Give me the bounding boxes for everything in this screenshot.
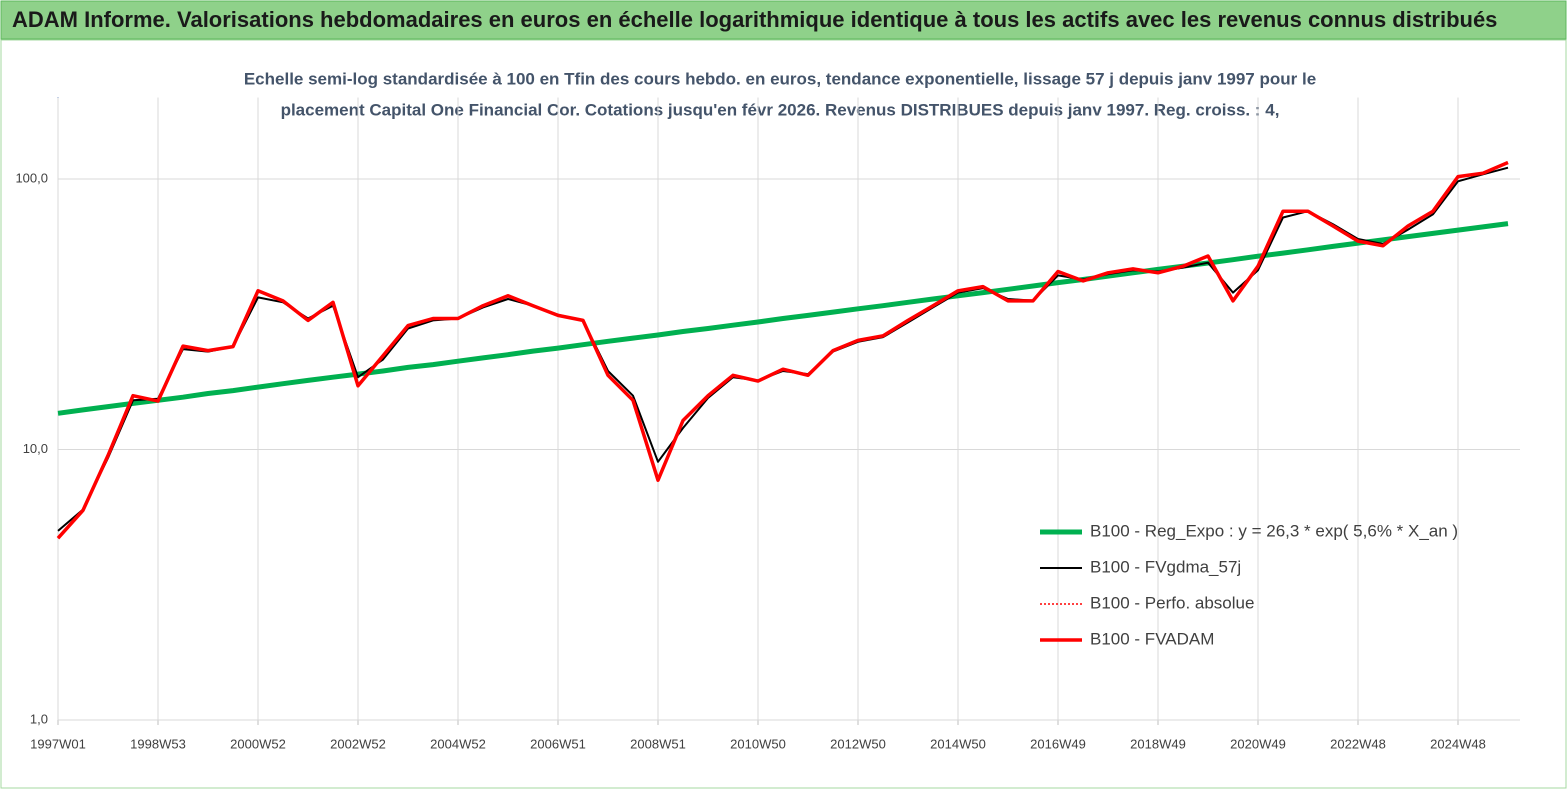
subtitle-line: Echelle semi-log standardisée à 100 en T… [244,69,1316,88]
x-tick-label: 2022W48 [1330,736,1386,751]
legend-label: B100 - FVgdma_57j [1090,557,1241,576]
x-tick-label: 2014W50 [930,736,986,751]
x-tick-label: 2002W52 [330,736,386,751]
legend-label: B100 - Reg_Expo : y = 26,3 * exp( 5,6% *… [1090,521,1458,540]
series-line [57,221,1509,416]
x-tick-label: 1997W01 [30,736,86,751]
y-tick-label: 1,0 [30,711,48,726]
x-tick-label: 2004W52 [430,736,486,751]
x-tick-label: 2000W52 [230,736,286,751]
series-line [56,160,1509,540]
x-tick-label: 2006W51 [530,736,586,751]
header-band [0,0,1567,40]
x-tick-label: 1998W53 [130,736,186,751]
legend-label: B100 - FVADAM [1090,629,1214,648]
x-tick-label: 2024W48 [1430,736,1486,751]
legend-label: B100 - Perfo. absolue [1090,593,1254,612]
x-tick-label: 2012W50 [830,736,886,751]
x-tick-label: 2010W50 [730,736,786,751]
x-tick-label: 2020W49 [1230,736,1286,751]
frame [0,39,1567,789]
subtitle-line: placement Capital One Financial Cor. Cot… [281,100,1280,119]
x-tick-label: 2008W51 [630,736,686,751]
y-tick-label: 100,0 [15,170,48,185]
y-tick-label: 10,0 [23,441,48,456]
x-tick-label: 2018W49 [1130,736,1186,751]
header-title: ADAM Informe. Valorisations hebdomadaire… [12,7,1497,32]
x-tick-label: 2016W49 [1030,736,1086,751]
